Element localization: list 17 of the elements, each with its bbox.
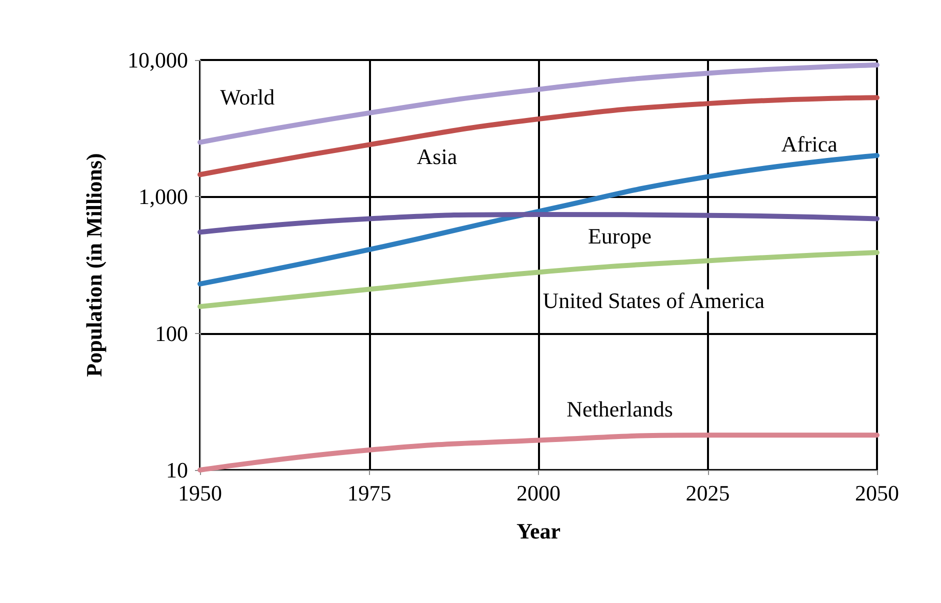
series-label: Netherlands [566, 396, 673, 422]
y-tick-label: 100 [155, 320, 188, 346]
x-tick-label: 2050 [855, 480, 899, 506]
series-label: Africa [781, 131, 838, 156]
x-tick-label: 2000 [516, 480, 560, 506]
y-tick-label: 1,000 [138, 184, 188, 210]
x-tick-label: 1975 [347, 480, 392, 506]
series-label: World [220, 84, 275, 110]
y-axis-title: Population (in Millions) [82, 153, 106, 377]
x-axis-title: Year [516, 518, 561, 544]
series-label: Asia [416, 144, 458, 169]
x-tick-label: 2025 [686, 480, 730, 506]
y-tick-label: 10,000 [128, 48, 188, 72]
series-label: United States of America [542, 288, 765, 313]
y-tick-label: 10 [166, 458, 188, 482]
series-label: Europe [588, 223, 652, 248]
x-tick-label: 1950 [178, 480, 222, 506]
